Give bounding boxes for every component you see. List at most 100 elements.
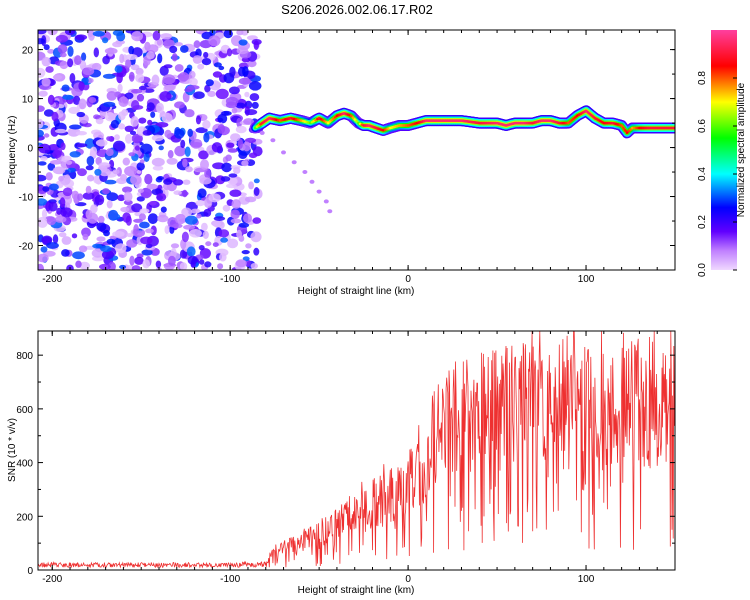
noise-blob (223, 30, 233, 39)
noise-blob (119, 53, 125, 64)
spectrogram-x-ticks: -200 -100 0 100 (42, 30, 676, 285)
noise-blob (203, 132, 210, 143)
branch-point (302, 170, 308, 174)
noise-blob (55, 128, 67, 134)
noise-blob (156, 39, 163, 46)
y-tick-label-0: 0 (27, 566, 33, 577)
noise-blob (157, 214, 169, 223)
noise-blob (55, 34, 68, 43)
noise-blob (208, 193, 221, 203)
noise-blob (91, 62, 102, 71)
noise-blob (43, 44, 50, 51)
branch-point (281, 150, 286, 155)
noise-blob (118, 123, 126, 130)
colorbar-tick-label-1: 0.2 (697, 215, 708, 229)
noise-blob (129, 130, 137, 135)
noise-blob (174, 145, 186, 157)
noise-blob (211, 142, 223, 153)
noise-blob (139, 221, 150, 229)
noise-blob (79, 261, 90, 270)
noise-blob (193, 40, 201, 49)
noise-blob (38, 67, 46, 78)
noise-blob (108, 209, 119, 221)
noise-blob (179, 262, 188, 270)
noise-blob (236, 47, 249, 55)
x-tick-label-0: -200 (42, 574, 62, 585)
noise-blob (243, 118, 255, 125)
noise-blob (160, 206, 167, 213)
noise-blob (131, 100, 140, 111)
noise-blob (146, 51, 155, 60)
noise-blob (82, 122, 92, 128)
noise-blob (68, 106, 80, 114)
noise-blob (93, 131, 105, 140)
branch-point (270, 138, 276, 143)
noise-blob (103, 229, 110, 237)
x-tick-label-2: 0 (405, 574, 411, 585)
noise-blob (118, 111, 126, 121)
noise-blob (94, 194, 105, 206)
noise-blob (38, 174, 47, 182)
noise-blob (202, 230, 209, 239)
x-tick-label-1: -100 (220, 274, 240, 285)
noise-blob (52, 74, 63, 80)
noise-blob (142, 259, 150, 269)
noise-blob (45, 66, 54, 73)
snr-frame (37, 330, 676, 571)
noise-blob (128, 71, 135, 82)
noise-blob (95, 157, 102, 165)
noise-blob (205, 241, 212, 247)
noise-blob (230, 133, 241, 142)
noise-blob (124, 92, 134, 100)
noise-blob (125, 54, 138, 60)
noise-blob (58, 175, 64, 182)
noise-blob (235, 102, 246, 109)
noise-blob (164, 225, 170, 235)
noise-blob (146, 102, 155, 112)
noise-blob (87, 174, 95, 182)
noise-blob (148, 201, 157, 206)
branch-point (291, 160, 297, 165)
noise-blob (78, 245, 88, 253)
noise-blob (120, 206, 130, 213)
noise-blob (249, 93, 260, 102)
noise-blob (59, 52, 67, 58)
noise-blob (129, 255, 135, 266)
noise-blob (136, 196, 145, 202)
noise-blob (152, 30, 161, 41)
noise-blob (52, 149, 62, 159)
noise-blob (175, 213, 186, 225)
noise-blob (62, 94, 74, 100)
noise-blob (61, 249, 70, 257)
noise-blob (106, 238, 116, 245)
noise-blob (251, 101, 259, 109)
noise-blob (109, 235, 117, 240)
noise-blob (225, 154, 232, 162)
noise-blob (182, 179, 191, 185)
noise-blob (60, 207, 73, 218)
noise-blob (213, 216, 226, 222)
noise-blob (69, 124, 82, 130)
spectrogram-frame (37, 29, 676, 271)
noise-blob (195, 127, 208, 134)
noise-blob (43, 133, 50, 138)
noise-blob (163, 64, 173, 69)
spectrogram-y-label: Frequency (Hz) (7, 116, 18, 185)
noise-blob (78, 98, 87, 110)
noise-blob (233, 167, 241, 174)
noise-blob (143, 152, 150, 162)
noise-blob (212, 71, 222, 78)
noise-blob (218, 229, 230, 238)
x-tick-label-0: -200 (42, 274, 62, 285)
noise-blob (122, 157, 130, 166)
noise-blob (46, 216, 57, 226)
y-tick-label-1: 10 (22, 95, 34, 106)
noise-blob (82, 67, 95, 76)
noise-blob (85, 185, 92, 194)
noise-blob (131, 203, 143, 213)
noise-blob (92, 256, 104, 262)
noise-blob (102, 188, 110, 195)
noise-blob (229, 189, 242, 197)
noise-blob (47, 94, 55, 105)
noise-blob (164, 84, 176, 91)
